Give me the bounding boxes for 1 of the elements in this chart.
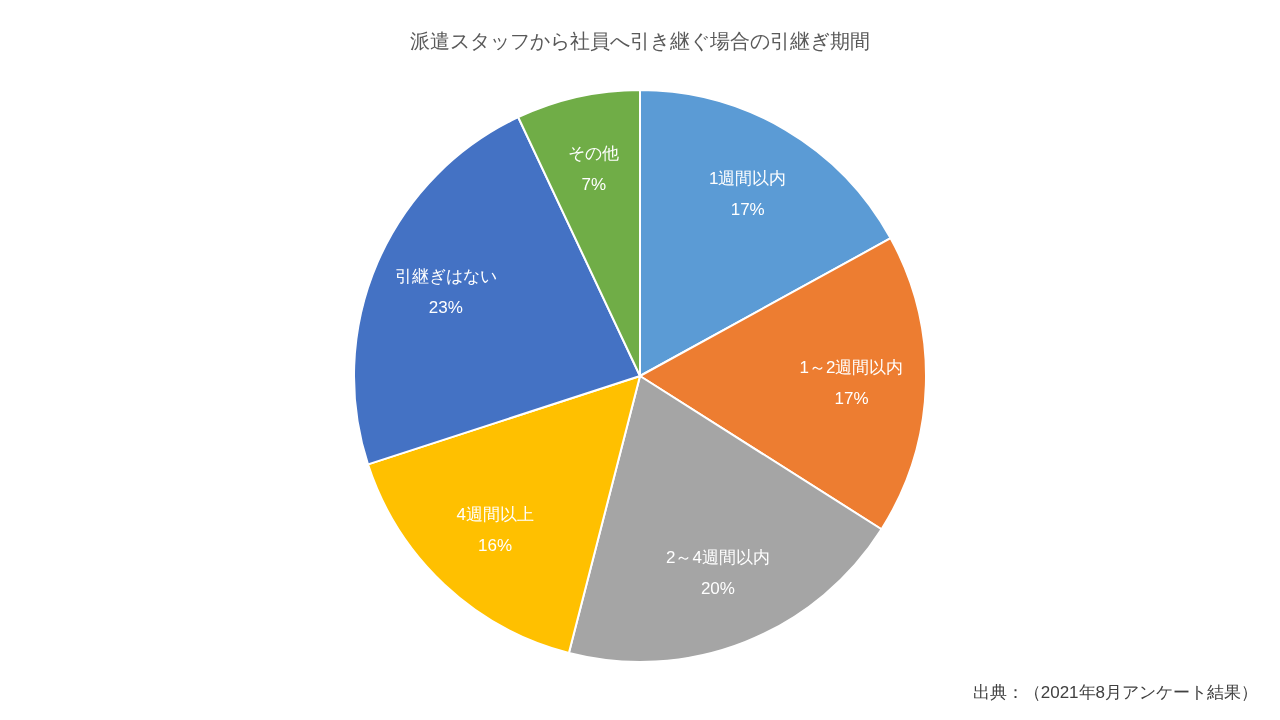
title: 派遣スタッフから社員へ引き継ぐ場合の引継ぎ期間 <box>410 30 870 52</box>
